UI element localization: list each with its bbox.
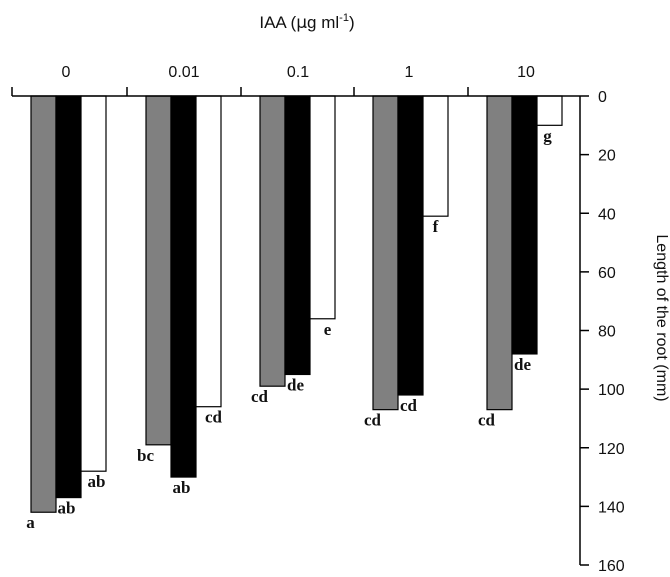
y-tick-label-3: 60 [598, 265, 616, 282]
bar-series2-cat2 [309, 95, 336, 320]
sig-letter-series2-cat3: f [433, 217, 439, 236]
bar-series2-cat0 [80, 95, 107, 472]
y-axis-label: Length of the root (mm) [653, 234, 670, 401]
sig-letter-series2-cat4: g [543, 126, 552, 145]
bar-series0-cat3 [372, 95, 399, 411]
category-labels: 0 0.01 0.1 1 10 [62, 64, 535, 81]
sig-letter-series1-cat0: ab [58, 499, 76, 518]
y-tick-label-0: 0 [598, 89, 607, 106]
category-label-4: 10 [517, 64, 535, 81]
title-prefix: IAA ( [259, 13, 296, 32]
sig-letter-series2-cat2: e [324, 320, 332, 339]
y-tick-label-1: 20 [598, 148, 616, 165]
sig-letter-series1-cat3: cd [400, 396, 418, 415]
sig-letter-series1-cat1: ab [173, 478, 191, 497]
sig-letter-series0-cat1: bc [137, 446, 154, 465]
title-superscript: -1 [339, 12, 349, 24]
y-tick-label-5: 100 [598, 382, 625, 399]
y-tick-label-2: 40 [598, 206, 616, 223]
bar-series0-cat0 [30, 95, 57, 513]
bar-series0-cat4 [486, 95, 513, 411]
bar-series2-cat3 [422, 95, 449, 217]
sig-letter-series0-cat4: cd [478, 411, 496, 430]
sig-letter-series0-cat3: cd [364, 411, 382, 430]
category-label-3: 1 [405, 64, 414, 81]
y-tick-label-8: 160 [598, 558, 625, 575]
bar-series1-cat0 [55, 95, 82, 499]
chart-title: IAA (µg ml-1) [259, 12, 354, 33]
title-mu: µ [296, 13, 307, 33]
bar-series1-cat1 [170, 95, 197, 478]
bar-series0-cat1 [145, 95, 172, 446]
y-tick-label-4: 80 [598, 324, 616, 341]
sig-letter-series2-cat1: cd [205, 408, 223, 427]
sig-letter-series0-cat2: cd [251, 387, 269, 406]
category-label-2: 0.1 [287, 64, 309, 81]
bar-series1-cat3 [397, 95, 424, 396]
y-tick-label-6: 120 [598, 441, 625, 458]
category-label-0: 0 [62, 64, 71, 81]
y-ticks: 0 20 40 60 80 100 120 140 160 [580, 89, 625, 575]
bar-series2-cat4 [536, 95, 563, 126]
sig-letter-series2-cat0: ab [88, 472, 106, 491]
sig-letter-series0-cat0: a [26, 513, 35, 532]
bars [30, 95, 563, 513]
bar-series1-cat2 [284, 95, 311, 376]
bar-series1-cat4 [511, 95, 538, 355]
bar-series2-cat1 [195, 95, 222, 408]
title-unit: g ml [307, 13, 339, 32]
sig-letter-series1-cat4: de [514, 355, 531, 374]
bar-series0-cat2 [259, 95, 286, 387]
category-label-1: 0.01 [168, 64, 199, 81]
y-tick-label-7: 140 [598, 499, 625, 516]
title-suffix: ) [349, 13, 355, 32]
sig-letter-series1-cat2: de [287, 375, 304, 394]
